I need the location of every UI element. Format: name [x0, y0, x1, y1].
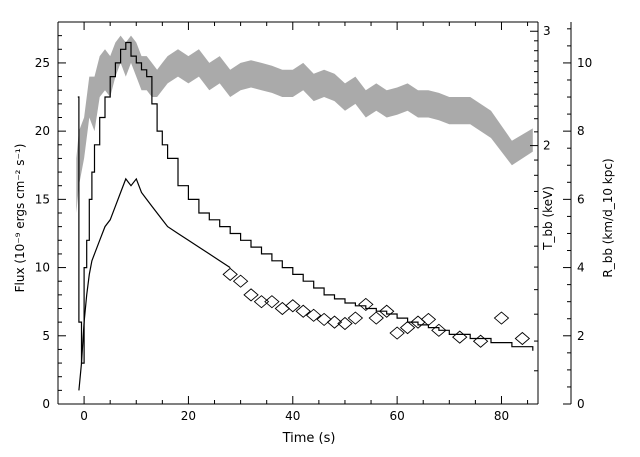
- rbb-tick-label: 2: [577, 329, 585, 343]
- series-step-line: [77, 41, 534, 364]
- x-tick-label: 80: [494, 409, 509, 423]
- series-band: [76, 35, 533, 213]
- series-line: [78, 177, 231, 391]
- diamond-point: [305, 308, 322, 322]
- x-axis-label: Time (s): [282, 431, 336, 446]
- diamond-point: [358, 297, 374, 311]
- diamond-point: [253, 295, 270, 309]
- tbb-tick-label: 3: [543, 24, 551, 38]
- diamond-point: [337, 316, 353, 331]
- diamond-point: [389, 326, 405, 340]
- y-tick-label-left: 25: [35, 56, 50, 70]
- axes: 0 20 40 60 80 0 5 10 15 20 25 2 3 0 2 4 6 8 10: [35, 21, 592, 423]
- x-tick-label: 0: [80, 409, 88, 423]
- x-tick-label: 40: [285, 409, 300, 423]
- rbb-tick-label: 10: [577, 56, 592, 70]
- diamond-point: [379, 304, 395, 318]
- diamond-point: [493, 311, 510, 325]
- tbb-tick-label: 2: [543, 139, 551, 153]
- diamond-point: [326, 315, 343, 329]
- rbb-tick-label: 6: [577, 192, 585, 206]
- x-tick-label: 60: [389, 409, 404, 423]
- y-tick-label-left: 15: [35, 192, 50, 206]
- y-tick-label-left: 10: [35, 261, 50, 275]
- rbb-tick-label: 8: [577, 124, 585, 138]
- y-tick-label-left: 0: [42, 397, 50, 411]
- diamond-point: [264, 295, 280, 309]
- diamond-point: [347, 311, 364, 325]
- rbb-tick-label: 0: [577, 397, 585, 411]
- diamond-point: [222, 267, 238, 281]
- plot-area: [76, 35, 534, 391]
- diamond-point: [399, 321, 416, 335]
- y-axis-label-flux: Flux (10⁻⁹ ergs cm⁻² s⁻¹): [13, 144, 27, 293]
- diamond-point: [232, 274, 249, 288]
- y-axis-label-rbb: R_bb (km/d_10 kpc): [601, 158, 615, 277]
- rbb-tick-label: 4: [577, 261, 585, 275]
- diamond-point: [368, 311, 384, 325]
- y-axis-label-tbb: T_bb (keV): [541, 186, 555, 251]
- diamond-point: [316, 312, 332, 327]
- diamond-point: [295, 304, 311, 318]
- x-tick-label: 20: [181, 409, 196, 423]
- y-tick-label-left: 20: [35, 124, 50, 138]
- diamond-point: [514, 331, 531, 346]
- diamond-point: [285, 299, 301, 313]
- diamond-point: [420, 312, 437, 327]
- diamond-point: [472, 334, 489, 348]
- y-tick-label-left: 5: [42, 329, 50, 343]
- diamond-point: [452, 330, 468, 344]
- diamond-point: [431, 323, 447, 337]
- diamond-point: [243, 288, 259, 302]
